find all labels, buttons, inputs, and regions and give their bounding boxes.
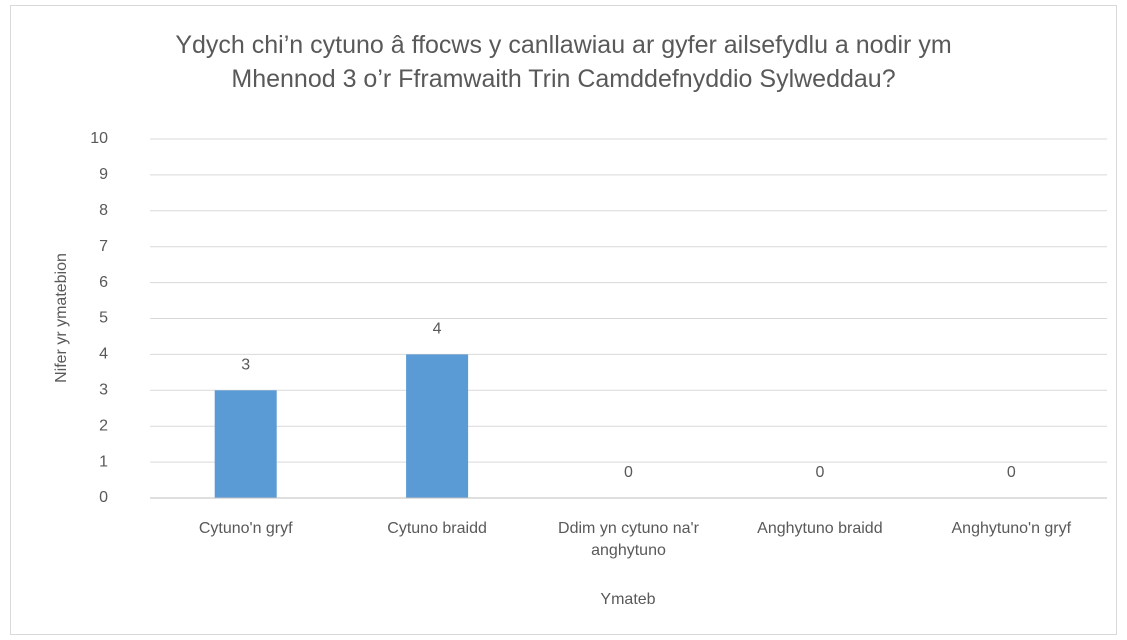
y-tick-label: 3: [99, 382, 108, 399]
y-tick-label: 8: [99, 202, 108, 219]
chart-border: [10, 5, 1117, 635]
chart-title: Ydych chi’n cytuno â ffocws y canllawiau…: [175, 31, 952, 93]
bar: [214, 390, 277, 498]
x-tick-label: Cytuno braidd: [387, 520, 487, 537]
y-axis-label: Nifer yr ymatebion: [53, 253, 70, 383]
x-tick-box: Ddim yn cytuno na'r anghytuno: [558, 520, 699, 559]
y-tick-label: 7: [99, 238, 108, 255]
y-tick-label: 6: [99, 274, 108, 291]
x-tick-label: Anghytuno braidd: [757, 520, 883, 537]
y-tick-label: 9: [99, 166, 108, 183]
x-tick-box: Anghytuno'n gryf: [951, 520, 1072, 537]
data-label: 3: [241, 357, 250, 374]
y-tick-label: 1: [99, 453, 108, 470]
y-tick-label: 4: [99, 346, 108, 363]
x-axis-label: Ymateb: [600, 591, 655, 608]
x-tick-label: Ddim yn cytuno na'r anghytuno: [558, 520, 699, 559]
data-label: 0: [1007, 464, 1016, 481]
data-label: 0: [624, 464, 633, 481]
y-tick-label: 2: [99, 417, 108, 434]
x-tick-box: Cytuno'n gryf: [198, 520, 293, 537]
data-label: 4: [433, 321, 442, 338]
y-tick-label: 10: [90, 130, 108, 147]
x-tick-box: Cytuno braidd: [387, 520, 487, 537]
y-tick-label: 0: [99, 489, 108, 506]
bar: [406, 354, 469, 498]
x-tick-box: Anghytuno braidd: [757, 520, 883, 537]
x-tick-label: Anghytuno'n gryf: [951, 520, 1072, 537]
x-tick-label: Cytuno'n gryf: [198, 520, 293, 537]
title-box: Ydych chi’n cytuno â ffocws y canllawiau…: [175, 31, 952, 93]
data-label: 0: [815, 464, 824, 481]
y-tick-label: 5: [99, 310, 108, 327]
